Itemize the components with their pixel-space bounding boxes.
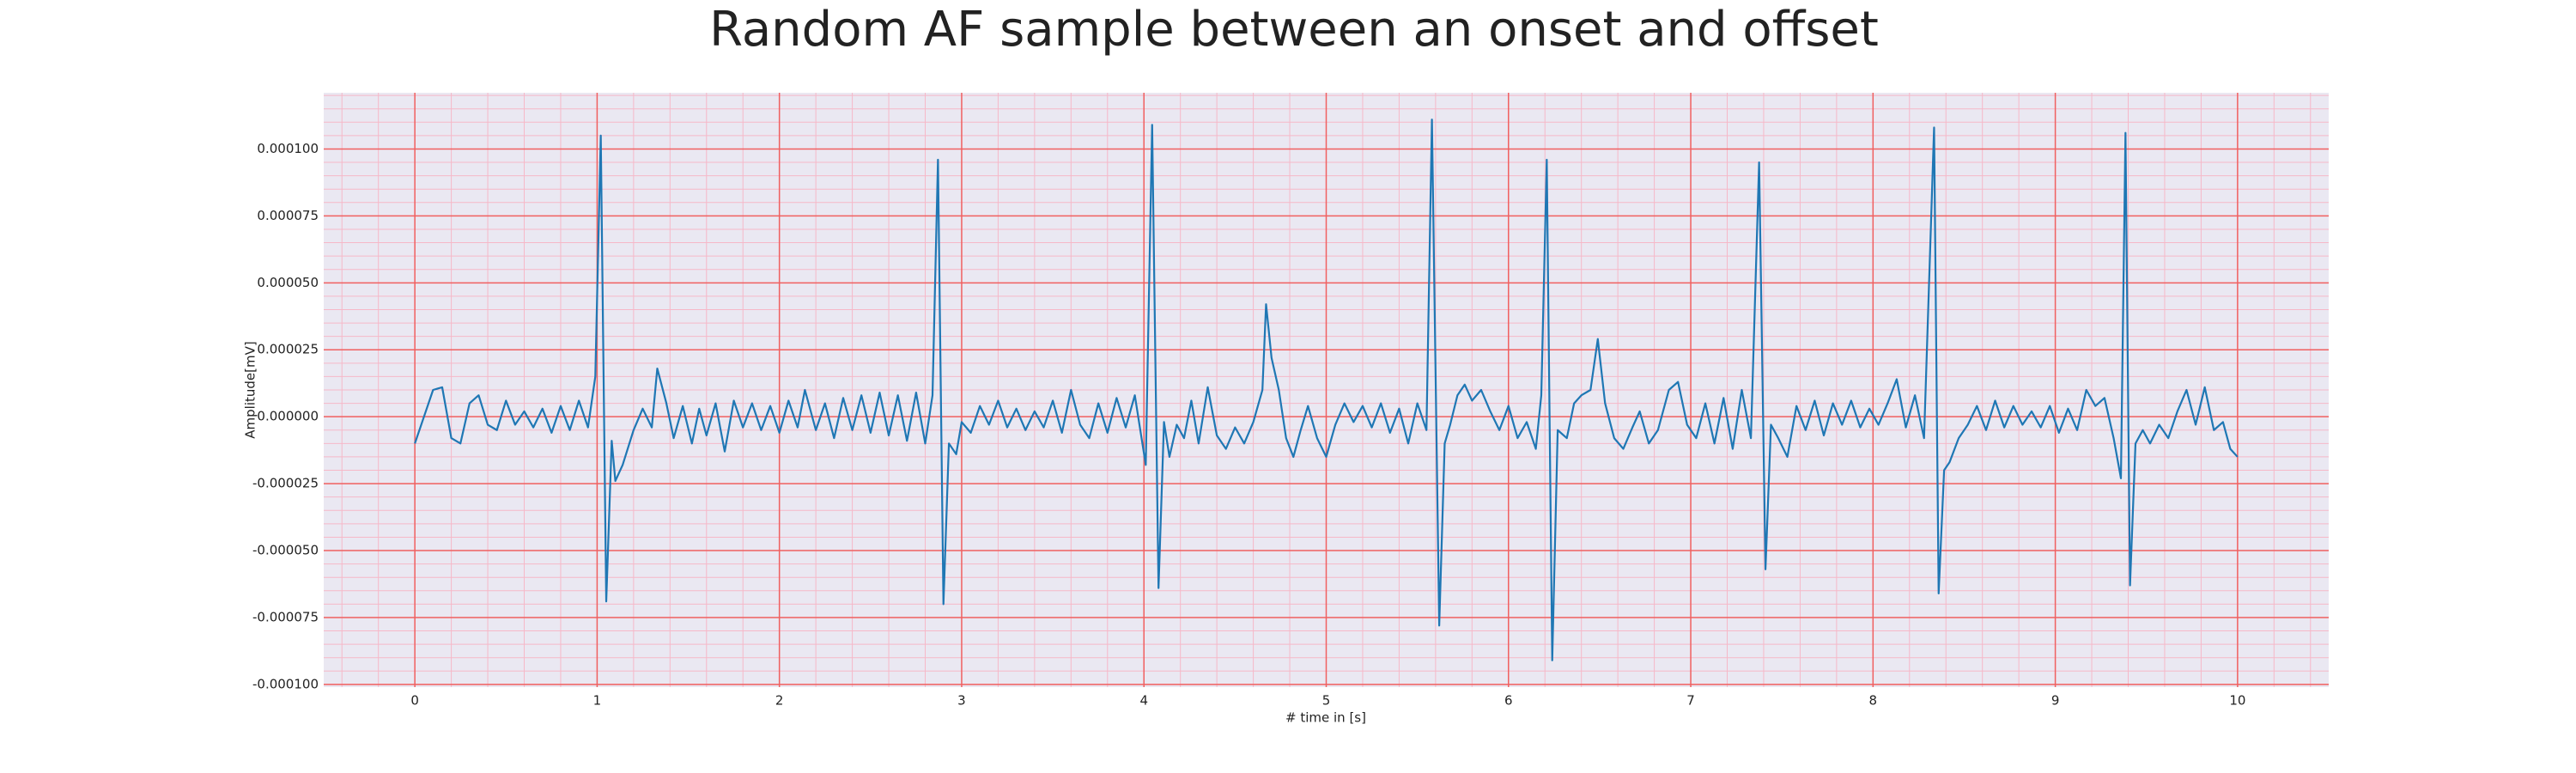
x-tick-label: 6 [1504, 693, 1513, 709]
signal-line [414, 119, 2239, 661]
x-tick-label: 7 [1686, 693, 1695, 709]
y-tick-label: 0.000050 [257, 275, 319, 290]
y-tick-label: 0.000100 [257, 141, 319, 156]
y-tick-label: 0.000025 [257, 342, 319, 357]
y-tick-label: -0.000025 [252, 476, 319, 491]
x-tick-label: 4 [1139, 693, 1148, 709]
x-tick-label: 5 [1322, 693, 1331, 709]
x-tick-label: 10 [2229, 693, 2245, 709]
y-tick-label: 0.000000 [257, 409, 319, 424]
y-tick-label: -0.000050 [252, 543, 319, 558]
x-tick-label: 2 [775, 693, 784, 709]
chart-title: Random AF sample between an onset and of… [709, 2, 1879, 58]
y-tick-label: 0.000075 [257, 208, 319, 223]
y-tick-label: -0.000100 [252, 676, 319, 691]
x-tick-label: 3 [957, 693, 966, 709]
x-tick-label: 8 [1869, 693, 1878, 709]
x-tick-label: 0 [410, 693, 419, 709]
x-axis-label: # time in [s] [1285, 710, 1366, 726]
y-axis-label: Amplitude[mV] [243, 341, 258, 438]
x-tick-label: 1 [593, 693, 602, 709]
x-tick-label: 9 [2051, 693, 2060, 709]
y-tick-label: -0.000075 [252, 609, 319, 624]
